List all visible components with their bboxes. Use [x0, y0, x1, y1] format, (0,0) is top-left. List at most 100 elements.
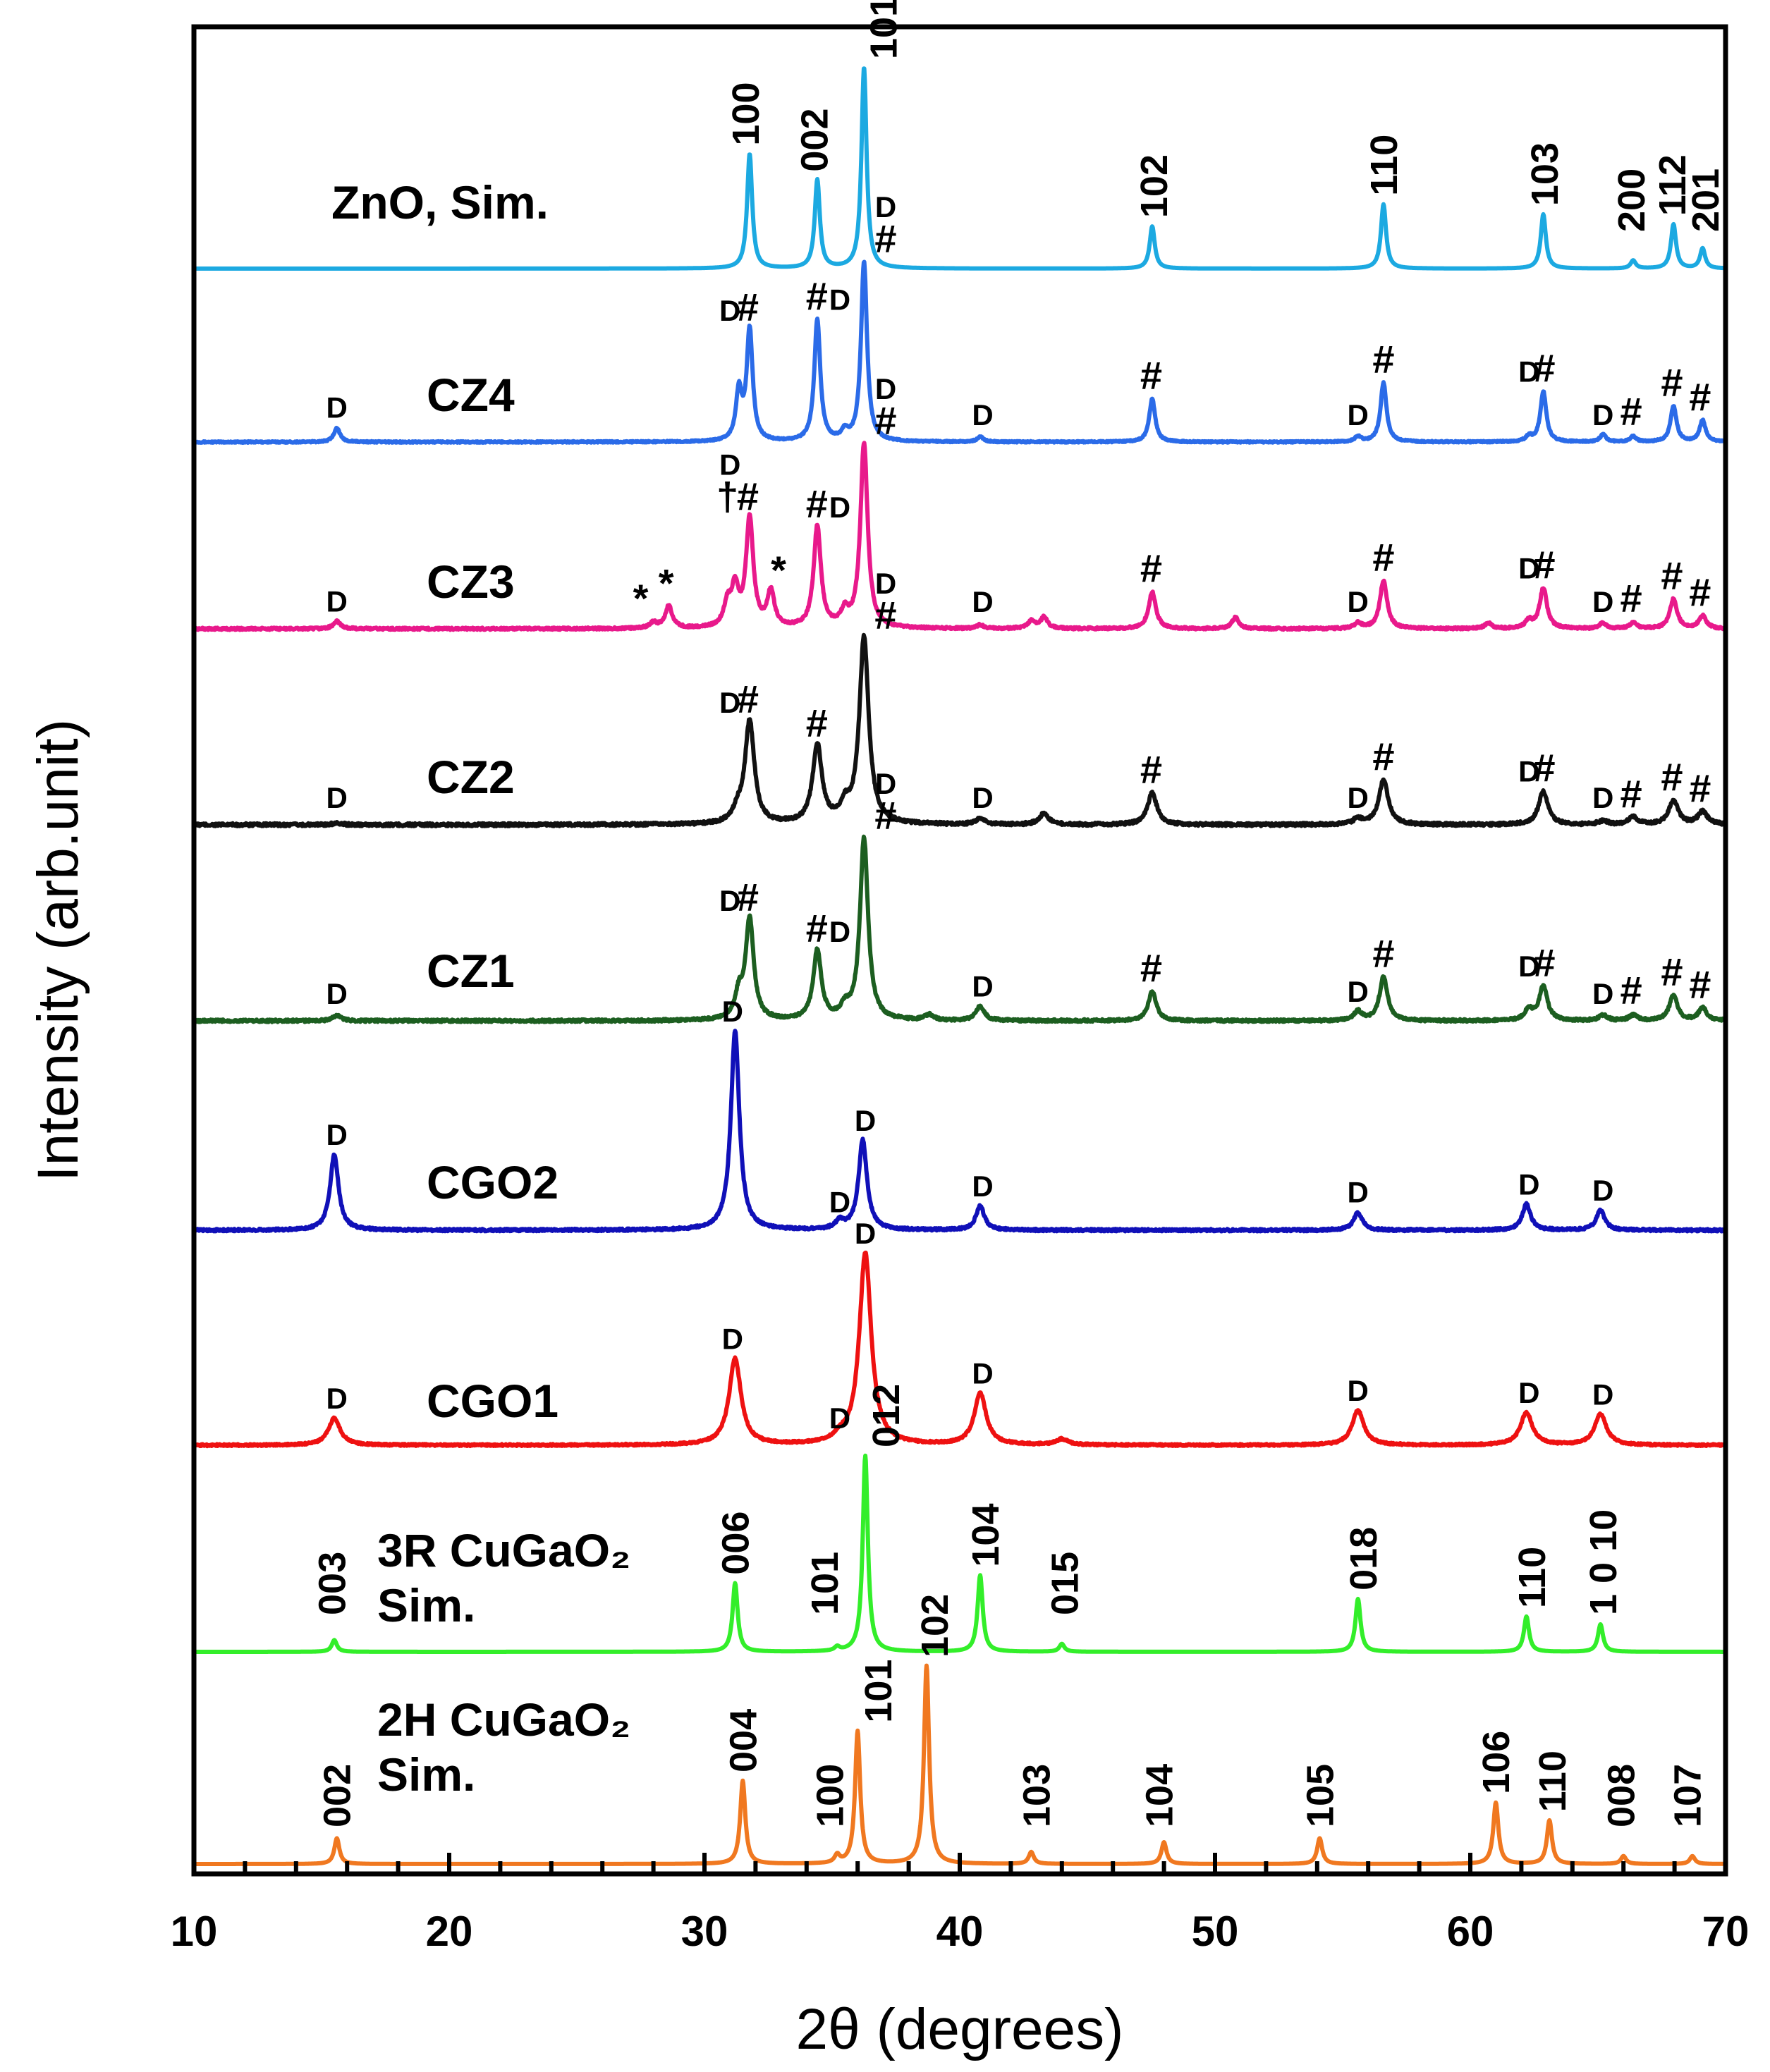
series-4-peak-label: # [874, 793, 896, 838]
series-0-peak-label: 110 [1363, 135, 1405, 196]
series-3-peak-label: # [1689, 766, 1711, 811]
series-7-peak-label: 015 [1044, 1552, 1086, 1615]
series-2-peak-label: † [716, 474, 738, 518]
series-5-name-line: CGO2 [427, 1156, 559, 1208]
series-4-peak-label: D [875, 767, 896, 800]
x-tick-label: 40 [936, 1908, 984, 1955]
series-1-peak-label: # [806, 274, 828, 319]
series-7-peak-label: 003 [312, 1552, 354, 1615]
series-4: CZ1 [192, 834, 1728, 1024]
series-8-peak-label: 107 [1667, 1764, 1709, 1827]
series-4-name: CZ1 [427, 945, 515, 997]
x-tick-label: 10 [171, 1908, 218, 1955]
series-2-peak-label: D [829, 491, 850, 524]
series-4-peak-label: # [1621, 968, 1642, 1012]
series-7-peak-label: 110 [1511, 1547, 1554, 1608]
series-2-peak-label: # [806, 482, 828, 526]
series-2-peak-label: D [875, 372, 896, 405]
series-2-peak-label: D [1348, 585, 1369, 618]
series-2-peak-label: * [771, 548, 786, 592]
series-1-peak-label: D [875, 190, 896, 223]
series-0-peak-label: 201 [1685, 168, 1727, 232]
series-5-peak-label: D [972, 1170, 993, 1203]
series-5-peak-label: D [1348, 1176, 1369, 1209]
series-8-name-line: Sim. [377, 1748, 475, 1801]
series-8-name: 2H CuGaO₂ Sim. [377, 1693, 630, 1801]
series-4-peak-label: # [1140, 946, 1162, 991]
series-2-peak-label: D [1592, 585, 1613, 618]
series-1-peak-label: D [1518, 355, 1539, 388]
series-6-name-line: CGO1 [427, 1375, 559, 1427]
series-5-peak-label: D [722, 995, 743, 1028]
series-0-peak-label: 100 [725, 82, 767, 145]
series-4-peak-label: D [972, 969, 993, 1003]
series-3-name: CZ2 [427, 751, 515, 803]
series-6-peak-label: D [972, 1357, 993, 1390]
series-4-peak-label: D [1518, 950, 1539, 983]
series-1-peak-label: # [1661, 360, 1683, 405]
series-7-peak-label: 104 [965, 1503, 1007, 1567]
series-8-name-line: 2H CuGaO₂ [377, 1693, 630, 1746]
series-2-peak-label: * [659, 561, 674, 606]
series-5-name: CGO2 [427, 1156, 559, 1208]
series-4-peak-label: # [1661, 950, 1683, 994]
series-7-name-line: 3R CuGaO₂ [377, 1524, 630, 1576]
series-2-peak-label: # [1140, 546, 1162, 591]
series-3: CZ2 [192, 632, 1728, 828]
series-4-peak-label: # [806, 906, 828, 950]
series-7-trace [192, 1453, 1728, 1654]
x-tick-label: 60 [1447, 1908, 1494, 1955]
series-0-peak-label: 101 [862, 0, 905, 59]
series-2-peak-label: D [1518, 551, 1539, 584]
series-5-peak-label: D [1518, 1167, 1539, 1201]
series-2-peak-label: * [633, 576, 649, 620]
series-4-trace [192, 834, 1728, 1024]
series-5-peak-label: D [829, 1186, 850, 1219]
series-1-peak-label: # [1372, 337, 1394, 381]
series-6-peak-label: D [1592, 1378, 1613, 1411]
series-1-name-line: CZ4 [427, 369, 515, 421]
series-3-peak-label: # [737, 677, 759, 721]
series-0-trace [192, 66, 1728, 271]
series-4-peak-label: # [1533, 940, 1555, 985]
series-8-peak-label: 103 [1016, 1764, 1058, 1827]
series-5-peak-label: D [1592, 1174, 1613, 1207]
series-1-peak-label: D [719, 294, 740, 327]
series-1-peak-label: # [874, 216, 896, 261]
series-3-peak-label: D [1348, 781, 1369, 814]
series-7: 3R CuGaO₂ Sim. [192, 1453, 1728, 1654]
series-3-peak-label: # [1661, 755, 1683, 799]
series-2-peak-label: # [1621, 576, 1642, 620]
series-3-peak-label: # [1621, 771, 1642, 816]
series-4-peak-label: D [829, 915, 850, 948]
series-7-name-line: Sim. [377, 1579, 475, 1631]
x-tick-label: 30 [681, 1908, 728, 1955]
series-4-peak-label: D [326, 977, 348, 1010]
series-2-trace [192, 441, 1728, 632]
series-2-peak-label: # [1689, 570, 1711, 615]
series-8-peak-label: 104 [1138, 1764, 1180, 1827]
series-7-peak-label: 012 [865, 1384, 908, 1447]
series-3-peak-label: D [326, 781, 348, 814]
series-6-name: CGO1 [427, 1375, 559, 1427]
series-8-peak-label: 002 [317, 1764, 359, 1827]
series-4-name-line: CZ1 [427, 945, 515, 997]
series-4-peak-label: D [1592, 977, 1613, 1010]
series-4-peak-label: D [1348, 975, 1369, 1008]
series-0-peak-label: 200 [1611, 168, 1653, 232]
series-6: CGO1 [192, 1250, 1728, 1449]
series-0-name: ZnO, Sim. [331, 176, 549, 228]
series-1-peak-label: # [1689, 374, 1711, 419]
series-1-peak-label: D [1592, 398, 1613, 431]
series-0-peak-label: 102 [1133, 154, 1176, 218]
x-tick-label: 20 [426, 1908, 473, 1955]
series-3-peak-label: D [1592, 781, 1613, 814]
series-5: CGO2 [192, 1029, 1728, 1234]
series-4-peak-label: # [1372, 931, 1394, 976]
x-axis-label: 2θ (degrees) [796, 1997, 1124, 2061]
x-tick-label: 50 [1192, 1908, 1239, 1955]
series-3-trace [192, 632, 1728, 828]
series-7-peak-label: 006 [714, 1512, 757, 1575]
